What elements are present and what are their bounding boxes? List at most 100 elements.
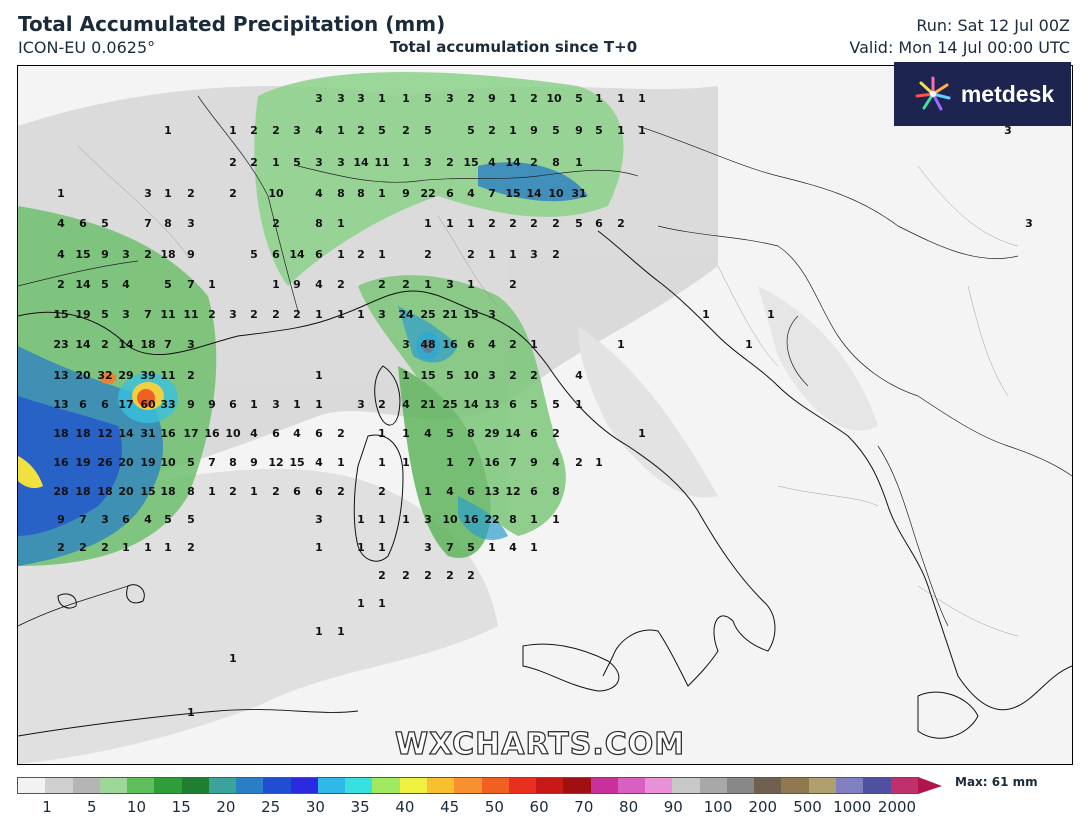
precip-value-label: 1 bbox=[337, 625, 345, 638]
precip-value-label: 3 bbox=[424, 513, 432, 526]
precip-value-label: 2 bbox=[530, 92, 538, 105]
precip-value-label: 2 bbox=[617, 217, 625, 230]
precip-value-label: 15 bbox=[75, 248, 90, 261]
legend-color-segment bbox=[726, 778, 755, 793]
wxcharts-watermark: WXCHARTS.COM bbox=[394, 726, 686, 762]
legend-tick-label: 2000 bbox=[877, 798, 917, 816]
precip-value-label: 15 bbox=[53, 308, 68, 321]
precip-value-label: 14 bbox=[75, 338, 91, 351]
legend-tick-label: 1000 bbox=[833, 798, 872, 816]
precip-value-label: 2 bbox=[293, 308, 301, 321]
precip-value-label: 5 bbox=[250, 248, 258, 261]
precip-value-label: 7 bbox=[509, 456, 517, 469]
precip-value-label: 13 bbox=[53, 398, 68, 411]
precip-value-label: 1 bbox=[552, 513, 560, 526]
precip-value-label: 9 bbox=[187, 248, 195, 261]
precip-value-label: 19 bbox=[75, 456, 90, 469]
precip-value-label: 2 bbox=[488, 217, 496, 230]
precip-value-label: 10 bbox=[160, 456, 176, 469]
precip-value-label: 4 bbox=[250, 427, 258, 440]
precip-value-label: 6 bbox=[315, 248, 323, 261]
precip-value-label: 14 bbox=[505, 427, 521, 440]
precip-value-label: 1 bbox=[530, 541, 538, 554]
precip-value-label: 2 bbox=[272, 124, 280, 137]
precip-value-label: 2 bbox=[467, 569, 475, 582]
precip-value-label: 1 bbox=[315, 398, 323, 411]
legend-color-segment bbox=[672, 778, 700, 793]
precip-value-label: 1 bbox=[745, 338, 753, 351]
precip-value-label: 2 bbox=[229, 187, 237, 200]
precip-value-label: 15 bbox=[463, 156, 478, 169]
precip-value-label: 28 bbox=[53, 485, 68, 498]
precip-value-label: 11 bbox=[160, 369, 175, 382]
precip-value-label: 2 bbox=[552, 427, 560, 440]
precip-value-label: 1 bbox=[357, 597, 365, 610]
legend-color-segment bbox=[890, 778, 918, 793]
precip-value-label: 9 bbox=[293, 278, 301, 291]
legend-color-segment bbox=[345, 778, 373, 793]
precip-value-label: 16 bbox=[442, 338, 458, 351]
precip-value-label: 2 bbox=[187, 187, 195, 200]
map-canvas: 3 3 3 1 1 5 3 2 9 1 2 10 5 1 1 11 1 2 2 3 4 1 2 5 2 5 5 2 1 9 5 9 5 1 1 32 2… bbox=[18, 66, 1072, 764]
legend-tick-label: 200 bbox=[748, 798, 778, 816]
legend-color-segment bbox=[481, 778, 509, 793]
precip-value-label: 31 bbox=[571, 187, 586, 200]
metdesk-logo[interactable]: metdesk bbox=[894, 62, 1071, 126]
legend-tick-label: 35 bbox=[350, 798, 370, 816]
precip-value-label: 3 bbox=[144, 187, 152, 200]
legend-tick-label: 1 bbox=[42, 798, 52, 816]
precip-value-label: 1 bbox=[250, 485, 258, 498]
precip-value-label: 1 bbox=[378, 513, 386, 526]
precip-value-label: 2 bbox=[144, 248, 152, 261]
precip-value-label: 1 bbox=[293, 398, 301, 411]
precip-value-label: 16 bbox=[463, 513, 479, 526]
precip-value-label: 2 bbox=[57, 278, 65, 291]
precip-value-label: 21 bbox=[420, 398, 435, 411]
precip-value-label: 18 bbox=[75, 485, 90, 498]
precip-value-label: 11 bbox=[183, 308, 198, 321]
precip-value-label: 10 bbox=[268, 187, 284, 200]
precip-value-label: 10 bbox=[225, 427, 241, 440]
precip-value-label: 3 bbox=[315, 156, 323, 169]
legend-tick-label: 60 bbox=[529, 798, 549, 816]
precip-value-label: 3 bbox=[446, 92, 454, 105]
precip-value-label: 26 bbox=[97, 456, 113, 469]
precip-value-label: 20 bbox=[75, 369, 91, 382]
legend-color-segment bbox=[536, 778, 564, 793]
precip-value-label: 1 bbox=[357, 308, 365, 321]
precip-value-label: 4 bbox=[575, 369, 583, 382]
precip-value-label: 1 bbox=[638, 427, 646, 440]
precip-value-label: 25 bbox=[442, 398, 457, 411]
legend-color-segment bbox=[208, 778, 237, 793]
precip-value-label: 6 bbox=[293, 485, 301, 498]
precip-value-label: 6 bbox=[122, 513, 130, 526]
precip-value-label: 1 bbox=[638, 124, 646, 137]
legend-color-segment bbox=[645, 778, 673, 793]
precip-value-label: 1 bbox=[378, 427, 386, 440]
precip-value-label: 48 bbox=[420, 338, 435, 351]
precip-value-label: 3 bbox=[122, 248, 130, 261]
legend-color-segment bbox=[508, 778, 537, 793]
precip-value-label: 2 bbox=[509, 278, 517, 291]
precip-value-label: 1 bbox=[509, 92, 517, 105]
precip-value-label: 1 bbox=[250, 398, 258, 411]
precip-value-label: 4 bbox=[57, 248, 65, 261]
precip-value-label: 15 bbox=[289, 456, 304, 469]
precip-value-label: 9 bbox=[57, 513, 65, 526]
precip-value-label: 6 bbox=[79, 217, 87, 230]
precip-value-label: 3 bbox=[337, 92, 345, 105]
precip-value-label: 2 bbox=[337, 485, 345, 498]
legend-color-segment bbox=[127, 778, 155, 793]
precip-value-label: 1 bbox=[378, 597, 386, 610]
legend-tick-label: 70 bbox=[574, 798, 594, 816]
legend-color-segment bbox=[454, 778, 482, 793]
precip-value-label: 39 bbox=[140, 369, 155, 382]
precip-value-label: 1 bbox=[509, 248, 517, 261]
precip-value-label: 18 bbox=[53, 427, 68, 440]
precip-value-label: 3 bbox=[357, 92, 365, 105]
precipitation-map[interactable]: 3 3 3 1 1 5 3 2 9 1 2 10 5 1 1 1 1 1 2 2 3 4 1 2 5 2 5 5 2 1 9 5 9 5 1 1 3 2 2… bbox=[17, 65, 1073, 765]
precip-value-label: 15 bbox=[420, 369, 435, 382]
precip-value-label: 18 bbox=[75, 427, 90, 440]
legend-color-segment bbox=[263, 778, 291, 793]
legend-color-segment bbox=[781, 778, 809, 793]
